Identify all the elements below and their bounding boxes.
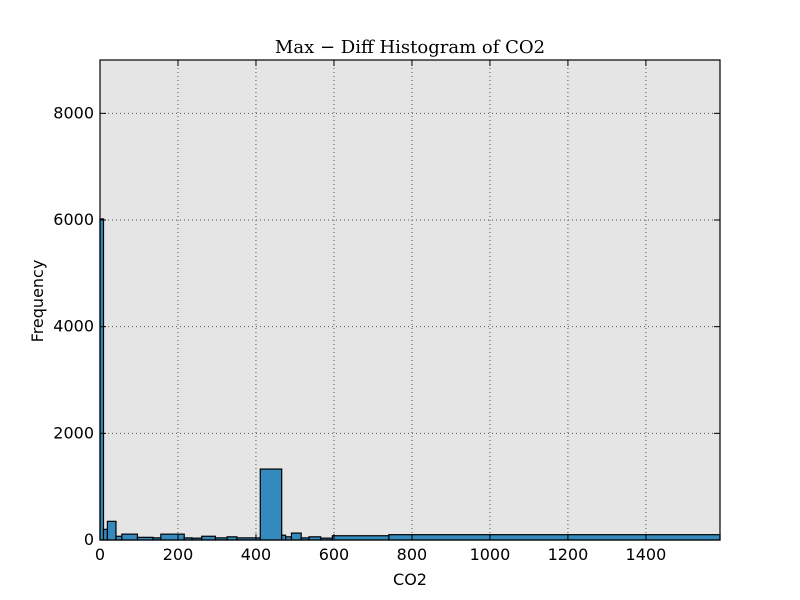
histogram-bar: [388, 534, 721, 541]
y-tick-label: 0: [84, 530, 94, 549]
histogram-bar: [331, 535, 390, 541]
x-tick-label: 1000: [470, 545, 511, 564]
y-tick-label: 4000: [53, 317, 94, 336]
y-tick-label: 6000: [53, 210, 94, 229]
x-tick-label: 400: [241, 545, 272, 564]
y-tick-label: 2000: [53, 423, 94, 442]
plot-background: [100, 60, 720, 540]
histogram-bar: [121, 533, 139, 541]
y-axis-ticks: 0 2000 4000 6000 8000: [53, 103, 720, 549]
chart-title: Max − Diff Histogram of CO2: [275, 37, 545, 58]
x-tick-label: 1200: [548, 545, 589, 564]
y-axis-label: Frequency: [28, 260, 47, 343]
histogram-bar: [259, 468, 283, 541]
plot-frame: [99, 59, 721, 541]
x-tick-label: 0: [95, 545, 105, 564]
x-axis-label: CO2: [393, 570, 427, 589]
x-tick-label: 600: [319, 545, 350, 564]
x-tick-label: 200: [163, 545, 194, 564]
x-axis-ticks: 0 200 400 600 800 1000 1200 1400: [95, 60, 666, 564]
x-tick-label: 1400: [626, 545, 667, 564]
y-tick-label: 8000: [53, 103, 94, 122]
histogram-bar: [290, 532, 302, 541]
x-tick-label: 800: [397, 545, 428, 564]
grid-lines: [99, 60, 720, 541]
histogram-bar: [106, 520, 117, 541]
histogram-bar: [160, 533, 185, 541]
